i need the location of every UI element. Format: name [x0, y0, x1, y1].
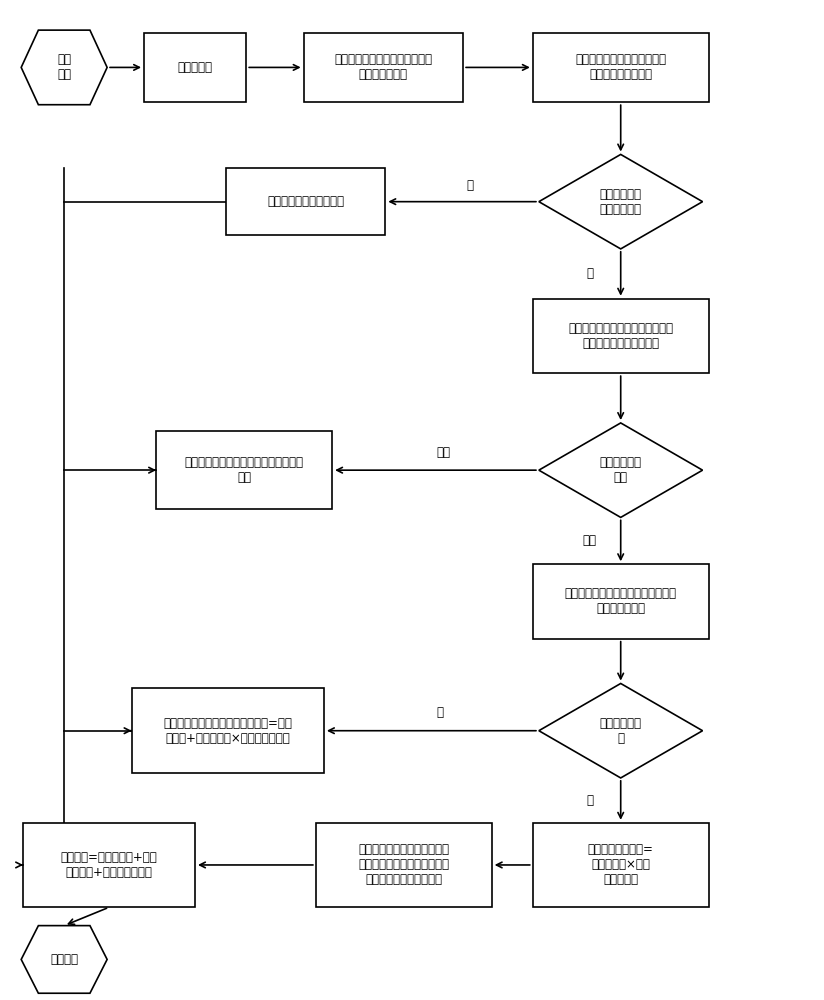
FancyBboxPatch shape	[533, 33, 709, 102]
Text: 创建弧形测量区域，角度大小为指针
与主刻度线夹角: 创建弧形测量区域，角度大小为指针 与主刻度线夹角	[564, 587, 677, 615]
Text: 输出结果: 输出结果	[50, 953, 78, 966]
FancyBboxPatch shape	[157, 431, 332, 509]
Text: 指针与主刻度线重合，直接输出主刻度
读数: 指针与主刻度线重合，直接输出主刻度 读数	[185, 456, 304, 484]
Text: 读取
图像: 读取 图像	[57, 53, 71, 81]
FancyBboxPatch shape	[533, 564, 709, 639]
Text: 一条: 一条	[583, 534, 597, 547]
Text: 两条: 两条	[437, 446, 451, 459]
FancyBboxPatch shape	[533, 299, 709, 373]
Text: 指针读数=主刻度读数+细分
刻度读数+指针线位置读数: 指针读数=主刻度读数+细分 刻度读数+指针线位置读数	[61, 851, 157, 879]
Text: 否: 否	[467, 179, 474, 192]
Text: 保存主刻度读数，创建主刻度线单
位间隔角度弧形测量区域: 保存主刻度读数，创建主刻度线单 位间隔角度弧形测量区域	[569, 322, 673, 350]
FancyBboxPatch shape	[226, 168, 386, 235]
FancyBboxPatch shape	[303, 33, 463, 102]
Text: 判断指针是否
处于读数区域: 判断指针是否 处于读数区域	[600, 188, 642, 216]
Text: 无: 无	[436, 706, 443, 719]
Text: 图像预处理: 图像预处理	[178, 61, 213, 74]
FancyBboxPatch shape	[23, 823, 195, 907]
Polygon shape	[539, 683, 703, 778]
Text: 判断指针线条
数: 判断指针线条 数	[600, 717, 642, 745]
Polygon shape	[21, 926, 107, 993]
Polygon shape	[539, 423, 703, 517]
Text: 超过量程，输出错误提示: 超过量程，输出错误提示	[267, 195, 344, 208]
Polygon shape	[539, 154, 703, 249]
FancyBboxPatch shape	[144, 33, 246, 102]
Text: 创建圆环测量区域，定位测量
区域内指针中心位置: 创建圆环测量区域，定位测量 区域内指针中心位置	[575, 53, 666, 81]
Polygon shape	[21, 30, 107, 105]
FancyBboxPatch shape	[316, 823, 492, 907]
FancyBboxPatch shape	[132, 688, 324, 773]
Text: 指针与细分刻度线重合，指针读数=主刻
度读数+表盘分度值×细分刻度线条数: 指针与细分刻度线重合，指针读数=主刻 度读数+表盘分度值×细分刻度线条数	[163, 717, 293, 745]
Text: 创建弧形测量区域，角度大小
为指针与最近邻细分刻度线夹
角，计算指针线位置读数: 创建弧形测量区域，角度大小 为指针与最近邻细分刻度线夹 角，计算指针线位置读数	[358, 843, 449, 886]
FancyBboxPatch shape	[533, 823, 709, 907]
Text: 判断主刻度线
条数: 判断主刻度线 条数	[600, 456, 642, 484]
Text: 计算细分刻度读数=
表盘分度值×细分
刻度线条数: 计算细分刻度读数= 表盘分度值×细分 刻度线条数	[588, 843, 653, 886]
Text: 有: 有	[586, 794, 593, 807]
Text: 分割表盘区域，定位表盘中心，
提取表盘刻度线: 分割表盘区域，定位表盘中心， 提取表盘刻度线	[335, 53, 433, 81]
Text: 是: 是	[586, 267, 593, 280]
